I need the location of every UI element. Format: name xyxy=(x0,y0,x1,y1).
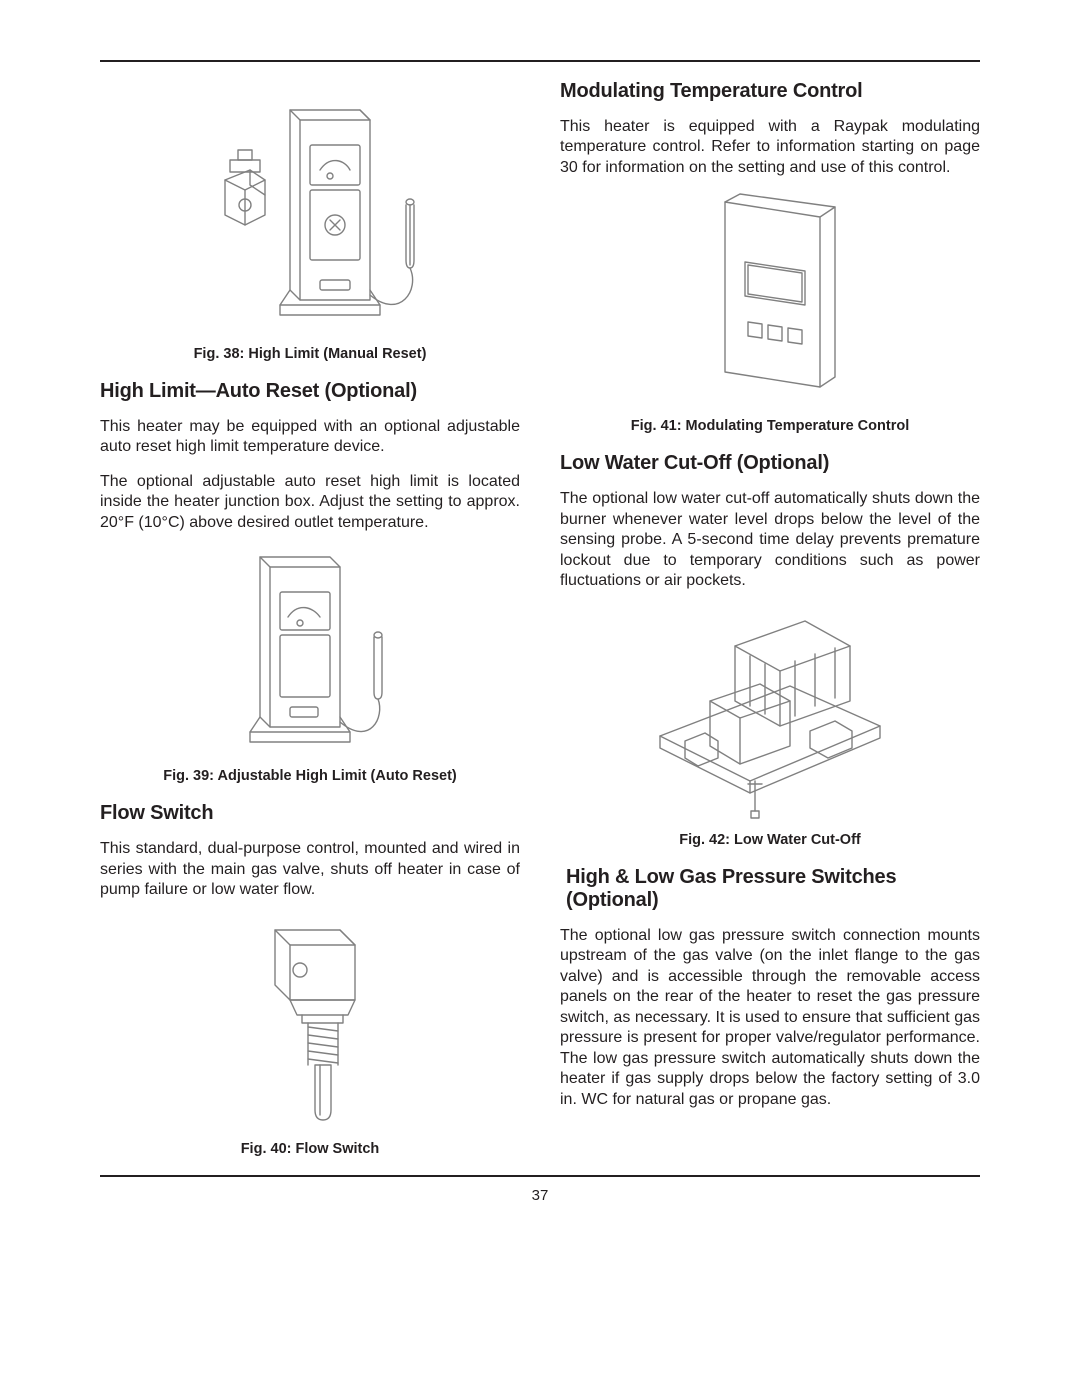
figure-41-caption: Fig. 41: Modulating Temperature Control xyxy=(631,418,909,434)
heading-flow-switch: Flow Switch xyxy=(100,802,520,825)
figure-39: Fig. 39: Adjustable High Limit (Auto Res… xyxy=(100,547,520,784)
page-number: 37 xyxy=(100,1187,980,1204)
heading-auto-reset: High Limit—Auto Reset (Optional) xyxy=(100,380,520,403)
paragraph-gas-pressure-switches: The optional low gas pressure switch con… xyxy=(560,926,980,1110)
top-rule xyxy=(100,60,980,62)
heading-gas-pressure-switches: High & Low Gas Pressure Switches (Option… xyxy=(560,866,980,912)
heading-low-water-cutoff: Low Water Cut-Off (Optional) xyxy=(560,452,980,475)
adjustable-high-limit-diagram xyxy=(200,547,420,762)
two-column-layout: Fig. 38: High Limit (Manual Reset) High … xyxy=(100,80,980,1163)
paragraph-low-water-cutoff: The optional low water cut-off automatic… xyxy=(560,489,980,591)
paragraph-auto-reset-1: This heater may be equipped with an opti… xyxy=(100,417,520,458)
paragraph-modulating-control: This heater is equipped with a Raypak mo… xyxy=(560,117,980,178)
figure-38-caption: Fig. 38: High Limit (Manual Reset) xyxy=(194,346,427,362)
paragraph-flow-switch: This standard, dual-purpose control, mou… xyxy=(100,839,520,900)
right-column: Modulating Temperature Control This heat… xyxy=(560,80,980,1163)
modulating-control-diagram xyxy=(670,192,870,412)
heading-modulating-control: Modulating Temperature Control xyxy=(560,80,980,103)
figure-41: Fig. 41: Modulating Temperature Control xyxy=(560,192,980,434)
flow-switch-diagram xyxy=(220,915,400,1135)
bottom-rule xyxy=(100,1175,980,1177)
low-water-cutoff-diagram xyxy=(640,606,900,826)
left-column: Fig. 38: High Limit (Manual Reset) High … xyxy=(100,80,520,1163)
paragraph-auto-reset-2: The optional adjustable auto reset high … xyxy=(100,472,520,533)
figure-40: Fig. 40: Flow Switch xyxy=(100,915,520,1157)
figure-42: Fig. 42: Low Water Cut-Off xyxy=(560,606,980,848)
figure-38: Fig. 38: High Limit (Manual Reset) xyxy=(100,90,520,362)
figure-40-caption: Fig. 40: Flow Switch xyxy=(241,1141,380,1157)
figure-39-caption: Fig. 39: Adjustable High Limit (Auto Res… xyxy=(163,768,457,784)
figure-42-caption: Fig. 42: Low Water Cut-Off xyxy=(679,832,861,848)
high-limit-manual-reset-diagram xyxy=(170,90,450,340)
